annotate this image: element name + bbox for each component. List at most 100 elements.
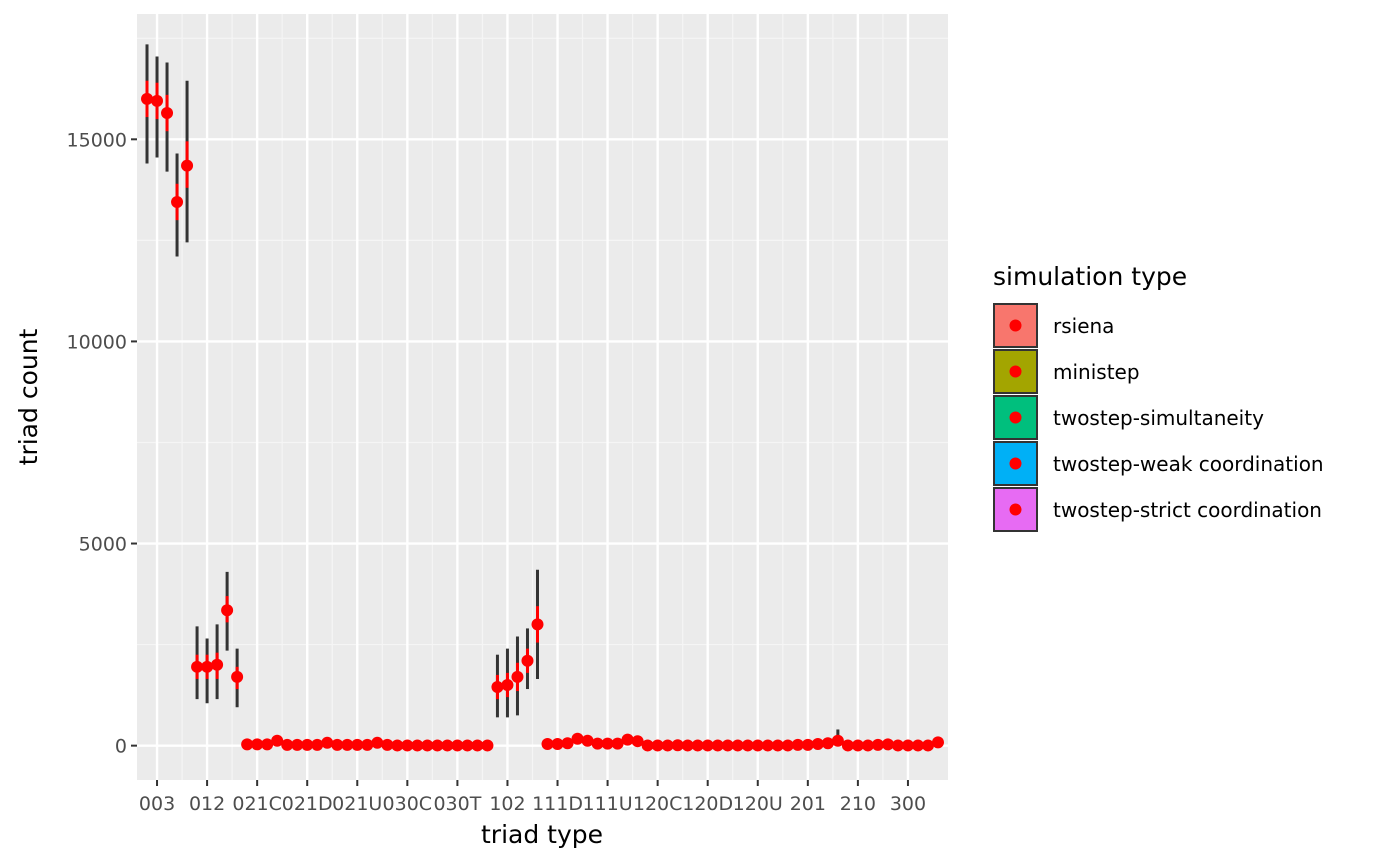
legend-label: twostep-weak coordination bbox=[1053, 452, 1324, 476]
x-tick-label: 021C bbox=[232, 793, 282, 815]
x-tick-label: 120U bbox=[733, 793, 783, 815]
x-tick-label: 111U bbox=[582, 793, 632, 815]
legend-label: twostep-strict coordination bbox=[1053, 498, 1322, 522]
data-point bbox=[301, 738, 314, 751]
data-point bbox=[901, 739, 914, 752]
data-point bbox=[371, 736, 384, 749]
data-point bbox=[481, 739, 494, 752]
data-point bbox=[411, 739, 424, 752]
data-point bbox=[701, 739, 714, 752]
x-tick-label: 120D bbox=[682, 793, 733, 815]
data-point bbox=[721, 739, 734, 752]
data-point bbox=[661, 739, 674, 752]
legend-label: ministep bbox=[1053, 360, 1140, 384]
data-point bbox=[881, 738, 894, 751]
data-point bbox=[281, 738, 294, 751]
x-axis-title: triad type bbox=[481, 820, 603, 849]
data-point bbox=[151, 94, 164, 107]
data-point bbox=[471, 739, 484, 752]
data-point bbox=[831, 734, 844, 747]
data-point bbox=[591, 737, 604, 750]
data-point bbox=[441, 739, 454, 752]
data-point bbox=[141, 92, 154, 105]
data-point bbox=[381, 738, 394, 751]
x-tick-label: 021U bbox=[332, 793, 382, 815]
data-point bbox=[791, 738, 804, 751]
data-point bbox=[511, 670, 524, 683]
legend-key bbox=[993, 395, 1038, 440]
data-point bbox=[531, 618, 544, 631]
y-tick-label: 15000 bbox=[67, 129, 127, 151]
data-point bbox=[861, 739, 874, 752]
data-point bbox=[771, 739, 784, 752]
data-point bbox=[161, 107, 174, 120]
data-point bbox=[611, 737, 624, 750]
data-point bbox=[581, 734, 594, 747]
data-point bbox=[931, 736, 944, 749]
legend-label: twostep-simultaneity bbox=[1053, 406, 1264, 430]
data-point bbox=[451, 739, 464, 752]
data-point bbox=[331, 738, 344, 751]
legend-key-point bbox=[1009, 503, 1022, 516]
data-point bbox=[891, 739, 904, 752]
data-point bbox=[681, 739, 694, 752]
data-point bbox=[431, 739, 444, 752]
data-point bbox=[211, 658, 224, 671]
data-point bbox=[291, 738, 304, 751]
x-tick-label: 030T bbox=[433, 793, 481, 815]
x-tick-label: 210 bbox=[840, 793, 876, 815]
data-point bbox=[491, 681, 504, 694]
data-point bbox=[751, 739, 764, 752]
data-point bbox=[231, 670, 244, 683]
plot-panel bbox=[137, 14, 948, 780]
x-tick-label: 111D bbox=[532, 793, 583, 815]
data-point bbox=[421, 739, 434, 752]
legend-title: simulation type bbox=[993, 262, 1187, 291]
data-point bbox=[311, 738, 324, 751]
data-point bbox=[461, 739, 474, 752]
data-point bbox=[191, 660, 204, 673]
data-points bbox=[141, 92, 944, 752]
data-point bbox=[221, 604, 234, 617]
data-point bbox=[601, 737, 614, 750]
x-axis: 003 012 021C 021D 021U 030C 030T 102 111D 111U 120… bbox=[139, 780, 926, 815]
data-point bbox=[521, 654, 534, 667]
x-tick-label: 030C bbox=[383, 793, 433, 815]
data-point bbox=[341, 738, 354, 751]
data-point bbox=[641, 739, 654, 752]
x-tick-label: 201 bbox=[790, 793, 826, 815]
legend: simulation type rsiena ministep twostep-si… bbox=[993, 262, 1324, 532]
y-axis-title: triad count bbox=[14, 328, 43, 465]
data-point bbox=[401, 739, 414, 752]
y-tick-label: 10000 bbox=[67, 331, 127, 353]
data-point bbox=[241, 738, 254, 751]
data-point bbox=[781, 739, 794, 752]
data-point bbox=[271, 734, 284, 747]
data-point bbox=[651, 739, 664, 752]
data-point bbox=[711, 739, 724, 752]
data-point bbox=[841, 739, 854, 752]
major-gridlines bbox=[137, 14, 948, 780]
x-tick-label: 012 bbox=[189, 793, 225, 815]
data-point bbox=[501, 679, 514, 692]
data-point bbox=[731, 739, 744, 752]
x-tick-label: 003 bbox=[139, 793, 175, 815]
data-point bbox=[561, 737, 574, 750]
data-point bbox=[851, 739, 864, 752]
legend-key-point bbox=[1009, 411, 1022, 424]
data-point bbox=[631, 735, 644, 748]
legend-key-point bbox=[1009, 319, 1022, 332]
data-point bbox=[921, 739, 934, 752]
data-point bbox=[811, 738, 824, 751]
y-axis: 0 5000 10000 15000 bbox=[67, 129, 137, 758]
x-tick-label: 120C bbox=[633, 793, 683, 815]
data-point bbox=[801, 738, 814, 751]
x-tick-label: 102 bbox=[489, 793, 525, 815]
data-point bbox=[171, 195, 184, 208]
data-point bbox=[761, 739, 774, 752]
data-point bbox=[911, 739, 924, 752]
legend-key bbox=[993, 303, 1038, 348]
data-point bbox=[871, 738, 884, 751]
data-point bbox=[201, 660, 214, 673]
